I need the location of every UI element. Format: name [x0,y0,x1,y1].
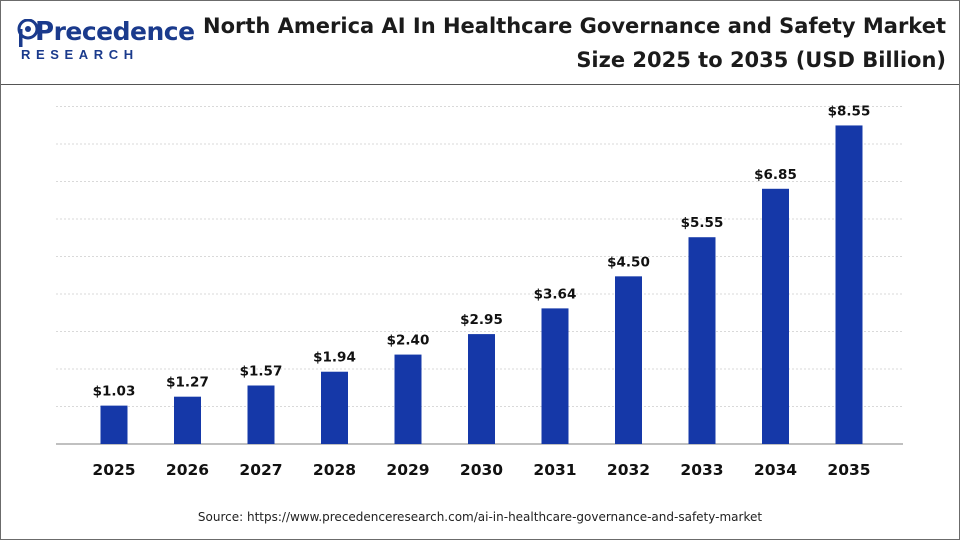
x-tick-label-2030: 2030 [460,461,503,479]
bar-2034 [762,188,789,444]
bar-2027 [247,385,275,444]
logo-mark-icon [17,19,39,47]
x-tick-label-2025: 2025 [92,461,135,479]
data-label-2025: $1.03 [93,384,136,400]
bar-2031 [541,308,569,444]
logo-subtitle: RESEARCH [21,47,139,62]
chart-title-line-2: Size 2025 to 2035 (USD Billion) [576,48,946,72]
x-tick-label-2033: 2033 [680,461,723,479]
header: Precedence RESEARCH North America AI In … [1,1,959,85]
logo-wordmark: Precedence [35,17,195,47]
data-label-2035: $8.55 [828,103,871,119]
bar-2029 [394,354,422,444]
x-tick-label-2028: 2028 [313,461,356,479]
bar-2030 [468,334,495,444]
data-label-2026: $1.27 [166,375,209,391]
logo-first-letter: P [35,17,54,47]
data-label-2030: $2.95 [460,312,503,328]
chart-title: North America AI In Healthcare Governanc… [186,9,946,77]
x-tick-label-2031: 2031 [533,461,576,479]
data-label-2027: $1.57 [240,364,283,380]
bar-2025 [100,405,128,444]
logo-word-rest: recedence [53,17,195,46]
x-tick-label-2029: 2029 [386,461,429,479]
bar-chart: $1.03 2025 $1.27 2026 $1.57 2027 $1.94 2028 $2.4… [56,103,903,479]
data-label-2029: $2.40 [387,333,430,349]
data-label-2028: $1.94 [313,350,356,366]
data-label-2032: $4.50 [607,254,650,270]
x-tick-label-2027: 2027 [239,461,282,479]
x-tick-label-2034: 2034 [754,461,797,479]
data-label-2031: $3.64 [534,286,577,302]
data-label-2033: $5.55 [681,215,724,231]
x-tick-label-2026: 2026 [166,461,209,479]
bar-2035 [835,125,863,445]
logo: Precedence RESEARCH [17,17,195,67]
bar-2028 [321,371,348,444]
bar-2032 [615,276,642,444]
bar-2033 [688,237,716,444]
chart-title-line-1: North America AI In Healthcare Governanc… [203,14,946,38]
source-text: Source: https://www.precedenceresearch.c… [197,510,763,524]
x-tick-label-2035: 2035 [827,461,870,479]
data-label-2034: $6.85 [754,167,797,183]
bar-2026 [174,396,201,444]
x-tick-label-2032: 2032 [607,461,650,479]
